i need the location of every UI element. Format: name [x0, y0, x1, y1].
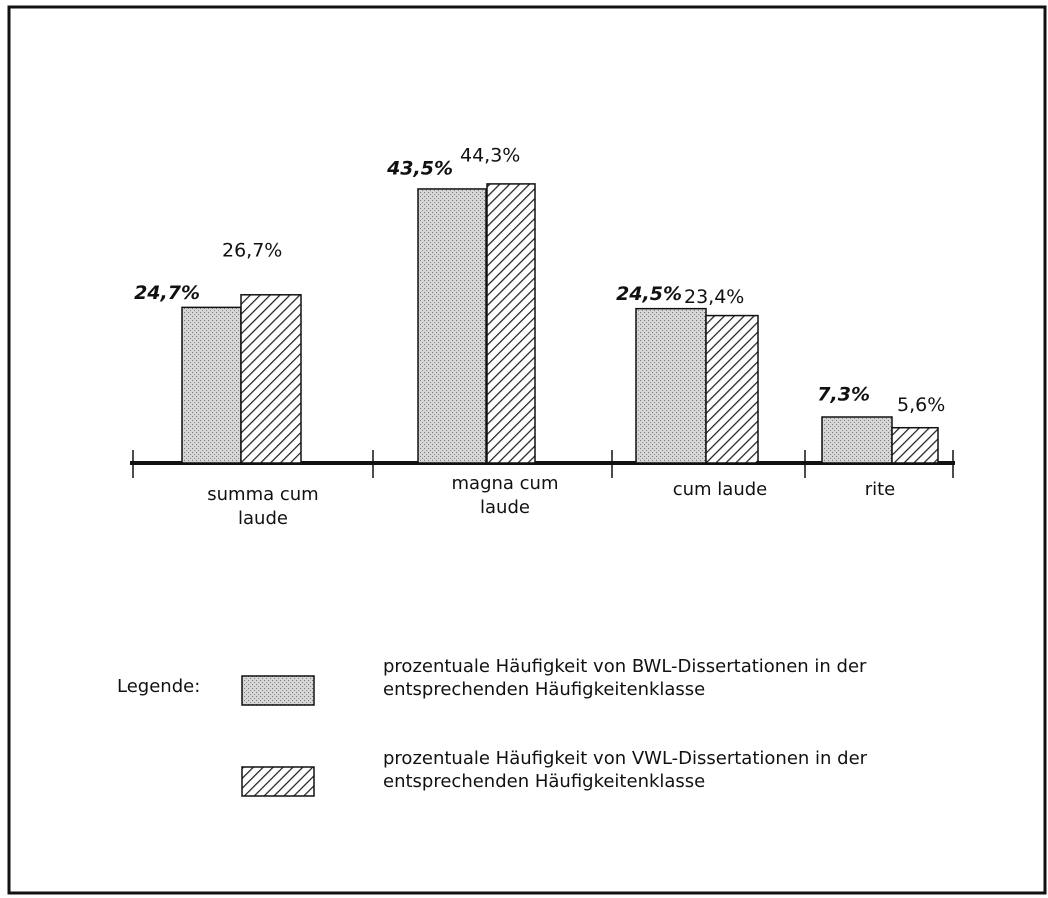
x-tick-label: cum laude [672, 479, 768, 500]
value-label: 5,6% [897, 394, 945, 416]
bar [705, 314, 759, 464]
frame [7, 5, 1047, 895]
value-label: 43,5% [386, 157, 453, 179]
bar [417, 188, 487, 464]
legend-title: Legende: [117, 676, 201, 697]
legend-label: prozentuale Häufigkeit von BWL-Dissertat… [383, 656, 867, 700]
x-tick-label: summa cum laude [207, 484, 319, 529]
value-label: 26,7% [222, 239, 282, 261]
bar [891, 426, 939, 464]
bar [240, 294, 302, 464]
x-tick-label: magna cum laude [451, 473, 559, 518]
legend-label: prozentuale Häufigkeit von VWL-Dissertat… [383, 748, 868, 792]
bar [181, 306, 242, 464]
value-label: 24,5% [616, 283, 682, 305]
value-label: 7,3% [817, 384, 870, 406]
bar [486, 183, 536, 464]
bar [821, 416, 893, 464]
bar [635, 307, 707, 464]
axis-ticks [132, 450, 954, 478]
value-label: 23,4% [684, 286, 744, 308]
legend-swatch [241, 675, 315, 706]
value-label: 44,3% [460, 144, 520, 166]
legend-swatch [241, 766, 315, 797]
value-label: 24,7% [134, 282, 200, 304]
x-tick-label: rite [864, 479, 896, 500]
